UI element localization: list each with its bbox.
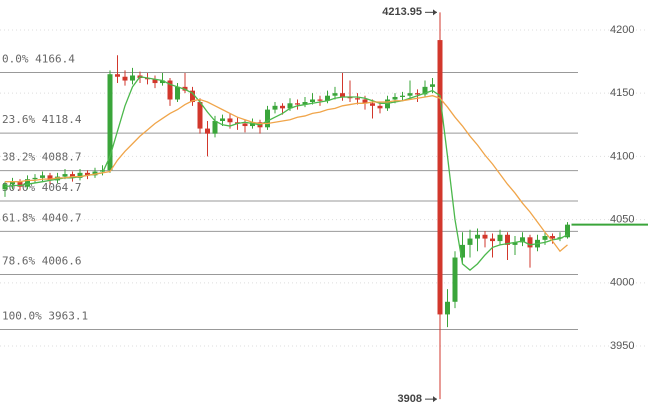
candle-body — [437, 40, 443, 315]
fib-label: 0.0% 4166.4 — [2, 52, 75, 65]
candle-body — [452, 257, 458, 302]
candle-body — [122, 76, 128, 81]
moving-average-line — [5, 95, 568, 253]
fib-ratio: 61.8% — [2, 211, 35, 224]
fib-label: 38.2% 4088.7 — [2, 151, 82, 164]
y-tick-label: 4000 — [610, 277, 634, 289]
candle-body — [460, 244, 465, 258]
candle-body — [62, 174, 68, 177]
fib-price: 3963.1 — [48, 309, 88, 322]
y-tick-label: 4150 — [610, 87, 634, 99]
fib-price: 4088.7 — [42, 151, 82, 164]
candle-body — [17, 181, 23, 187]
high-annotation: 4213.95 — [382, 6, 422, 18]
candle-body — [47, 175, 53, 181]
candle-body — [107, 74, 113, 171]
candle-body — [512, 242, 518, 245]
candle-body — [400, 95, 405, 97]
candle-body — [422, 86, 428, 95]
candle-body — [115, 74, 120, 77]
fib-price: 4040.7 — [42, 211, 82, 224]
candle-body — [430, 84, 435, 87]
candle-body — [280, 105, 285, 109]
candle-body — [355, 98, 360, 100]
candle-body — [362, 99, 368, 104]
annotation-arrowhead — [433, 9, 437, 16]
candle-body — [85, 172, 90, 176]
candle-body — [205, 128, 210, 134]
candle-body — [242, 123, 248, 127]
candle-body — [497, 234, 503, 242]
y-tick-label: 3950 — [610, 340, 634, 352]
y-tick-label: 4100 — [610, 150, 634, 162]
candle-body — [167, 80, 173, 100]
candle-body — [310, 99, 315, 103]
annotation-arrowhead — [433, 396, 437, 403]
y-tick-label: 4050 — [610, 214, 634, 226]
candle-body — [370, 103, 375, 106]
fib-ratio: 23.6% — [2, 113, 35, 126]
candle-body — [332, 93, 338, 96]
candle-body — [482, 234, 488, 239]
candle-body — [467, 238, 473, 245]
candle-body — [10, 181, 15, 185]
candle-body — [220, 118, 225, 121]
candle-body — [130, 75, 135, 81]
candle-body — [77, 172, 83, 178]
candle-body — [325, 95, 330, 101]
low-annotation: 3908 — [398, 393, 422, 405]
candle-body — [527, 237, 533, 248]
candle-body — [40, 175, 45, 178]
candle-body — [160, 80, 165, 84]
candle-body — [475, 234, 480, 239]
candle-body — [32, 177, 38, 180]
candle-body — [302, 102, 308, 105]
fib-price: 4006.6 — [42, 254, 82, 267]
candle-body — [550, 236, 555, 239]
candle-body — [445, 301, 450, 315]
fib-price: 4064.7 — [42, 181, 82, 194]
candle-body — [490, 238, 495, 242]
candle-body — [407, 93, 413, 96]
fib-price: 4166.4 — [35, 52, 75, 65]
fib-label: 61.8% 4040.7 — [2, 211, 82, 224]
fib-ratio: 38.2% — [2, 151, 35, 164]
candle-body — [340, 93, 345, 97]
candle-body — [212, 120, 218, 134]
fib-label: 23.6% 4118.4 — [2, 113, 82, 126]
candle-body — [272, 105, 278, 110]
candle-body — [100, 170, 105, 172]
candle-body — [295, 103, 300, 105]
fib-ratio: 78.6% — [2, 254, 35, 267]
fib-label: 78.6% 4006.6 — [2, 254, 82, 267]
candle-body — [392, 96, 398, 100]
candle-body — [317, 99, 323, 101]
candle-body — [565, 224, 570, 238]
candle-body — [197, 102, 203, 129]
candle-body — [25, 179, 30, 187]
candle-body — [265, 109, 270, 128]
fib-label: 100.0% 3963.1 — [2, 309, 88, 322]
candle-body — [152, 79, 158, 84]
candle-body — [287, 103, 293, 109]
candle-body — [505, 234, 510, 245]
candle-body — [227, 118, 233, 123]
candle-body — [175, 86, 180, 100]
candle-body — [542, 236, 548, 240]
candle-body — [415, 93, 420, 95]
candle-body — [520, 237, 525, 243]
candle-body — [377, 105, 383, 109]
fib-ratio: 100.0% — [2, 309, 42, 322]
fib-ratio: 0.0% — [2, 52, 29, 65]
y-tick-label: 4200 — [610, 24, 634, 36]
fib-price: 4118.4 — [42, 113, 82, 126]
candle-body — [190, 90, 195, 103]
